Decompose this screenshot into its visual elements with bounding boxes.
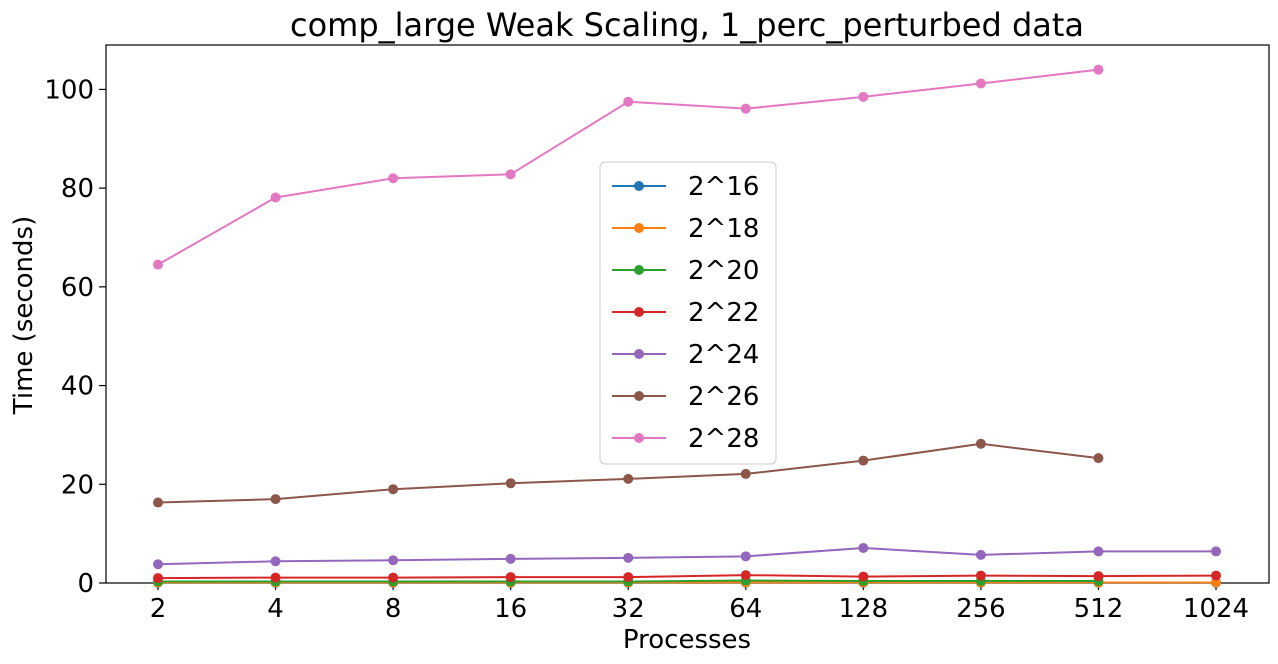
legend-item: 2^20: [612, 256, 759, 286]
legend-marker: [634, 391, 644, 401]
legend-item: 2^16: [612, 172, 759, 202]
data-point: [388, 555, 399, 566]
y-tick-label: 60: [61, 273, 94, 303]
data-point: [153, 559, 163, 570]
data-point: [153, 573, 163, 584]
data-point: [623, 473, 634, 484]
data-point: [740, 551, 751, 562]
legend-label: 2^18: [688, 214, 759, 244]
legend-item: 2^26: [612, 382, 759, 412]
x-axis: 2 4 8 16 32 64 128 256 512 1024: [150, 583, 1249, 624]
y-tick-label: 80: [61, 174, 94, 204]
legend-label: 2^28: [688, 424, 759, 454]
legend-label: 2^22: [688, 298, 759, 328]
x-tick-label: 8: [385, 594, 402, 624]
chart-title: comp_large Weak Scaling, 1_perc_perturbe…: [290, 6, 1084, 44]
legend-marker: [634, 349, 644, 359]
x-tick-label: 1024: [1183, 594, 1249, 624]
legend-label: 2^16: [688, 172, 759, 202]
x-tick-label: 32: [612, 594, 645, 624]
data-point: [505, 572, 516, 583]
y-tick-label: 0: [77, 569, 94, 599]
legend-box: [599, 161, 777, 465]
y-axis: 0 20 40 60 80 100: [44, 75, 106, 599]
data-point: [1211, 546, 1221, 557]
data-point: [270, 572, 281, 583]
data-point: [975, 78, 986, 89]
series-2-pow-28: [153, 64, 1104, 270]
data-point: [270, 494, 281, 505]
data-point: [388, 484, 399, 495]
series-2-pow-26: [153, 438, 1104, 508]
data-point: [505, 553, 516, 564]
data-point: [858, 91, 869, 102]
data-point: [1211, 577, 1221, 588]
data-point: [505, 478, 516, 489]
x-tick-label: 512: [1074, 594, 1124, 624]
x-tick-label: 4: [267, 594, 284, 624]
data-point: [1211, 570, 1221, 581]
legend-marker: [634, 223, 644, 233]
data-point: [388, 572, 399, 583]
series-line: [157, 546, 1216, 566]
data-point: [270, 556, 281, 567]
data-point: [975, 438, 986, 449]
x-tick-label: 128: [839, 594, 889, 624]
data-point: [1093, 571, 1104, 582]
legend-label: 2^24: [688, 340, 759, 370]
y-axis-label: Time (seconds): [9, 216, 39, 415]
legend-item: 2^24: [612, 340, 759, 370]
series-line: [157, 574, 1217, 580]
data-point: [505, 169, 516, 180]
data-point: [153, 497, 163, 508]
y-tick-label: 40: [61, 372, 94, 402]
data-point: [1093, 453, 1104, 464]
legend-marker: [634, 181, 644, 191]
y-tick-label: 20: [61, 470, 94, 500]
x-tick-label: 256: [956, 594, 1006, 624]
legend-marker: [634, 307, 644, 317]
legend-item: 2^28: [612, 424, 759, 454]
data-point: [270, 192, 281, 203]
data-point: [740, 468, 751, 479]
legend-item: 2^22: [612, 298, 759, 328]
series-2-pow-24: [153, 542, 1221, 570]
legend-label: 2^26: [688, 382, 759, 412]
x-tick-label: 16: [494, 594, 527, 624]
series-2-pow-22: [153, 570, 1221, 584]
x-tick-label: 2: [150, 594, 167, 624]
series-group: [153, 64, 1221, 588]
data-point: [623, 552, 634, 563]
legend-marker: [634, 265, 644, 275]
data-point: [740, 103, 751, 114]
data-point: [740, 570, 751, 581]
legend-label: 2^20: [688, 256, 759, 286]
data-point: [858, 542, 869, 553]
legend: 2^16 2^18 2^20 2^22 2^24 2^26 2^28: [599, 161, 777, 465]
data-point: [1093, 64, 1104, 75]
legend-marker: [634, 433, 644, 443]
data-point: [388, 173, 399, 184]
data-point: [858, 455, 869, 466]
data-point: [975, 549, 986, 560]
legend-item: 2^18: [612, 214, 759, 244]
x-axis-label: Processes: [623, 625, 751, 655]
data-point: [623, 96, 634, 107]
data-point: [623, 572, 634, 583]
data-point: [975, 570, 986, 581]
x-tick-label: 64: [729, 594, 762, 624]
data-point: [1093, 546, 1104, 557]
y-tick-label: 100: [44, 75, 94, 105]
data-point: [858, 571, 869, 582]
data-point: [153, 259, 163, 270]
